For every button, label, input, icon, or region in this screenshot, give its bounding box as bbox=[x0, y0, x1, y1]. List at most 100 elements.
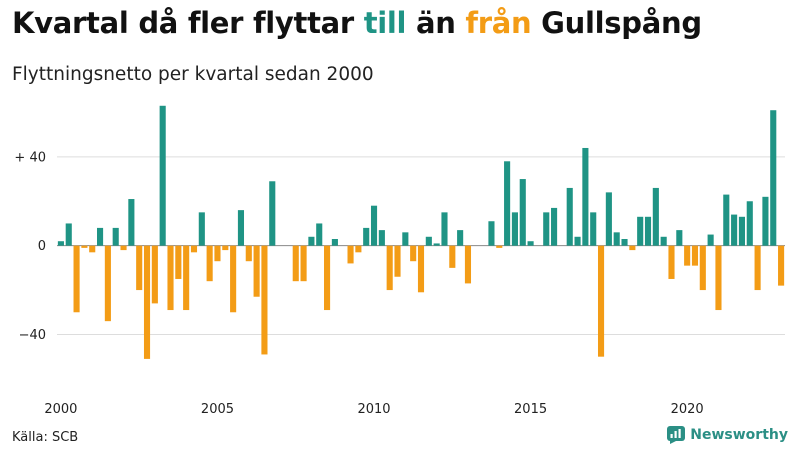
bar bbox=[417, 245, 425, 293]
title-prefix: Kvartal då fler flyttar bbox=[12, 6, 364, 40]
bar bbox=[355, 245, 362, 253]
bar bbox=[457, 230, 464, 246]
bar bbox=[104, 245, 111, 322]
title-middle: än bbox=[406, 6, 466, 40]
bar bbox=[425, 236, 432, 246]
bar bbox=[644, 216, 652, 246]
bar bbox=[464, 245, 472, 284]
bar bbox=[308, 236, 315, 246]
bar bbox=[597, 245, 605, 357]
bar bbox=[566, 187, 573, 246]
bars bbox=[57, 105, 785, 359]
bar bbox=[668, 245, 675, 279]
bar bbox=[699, 245, 706, 291]
x-tick-label: 2020 bbox=[671, 402, 704, 417]
bar bbox=[222, 245, 229, 251]
bar bbox=[253, 245, 260, 297]
bar bbox=[394, 245, 401, 277]
y-tick-label: 0 bbox=[38, 239, 46, 254]
bar bbox=[378, 230, 385, 246]
brand-logo: Newsworthy bbox=[667, 426, 788, 444]
bar bbox=[175, 245, 182, 279]
bar bbox=[206, 245, 213, 282]
bar bbox=[778, 245, 785, 286]
bar bbox=[112, 227, 119, 246]
y-axis-ticks: + 40 0 −40 bbox=[14, 150, 46, 343]
brand-name: Newsworthy bbox=[690, 427, 788, 443]
y-tick-label: + 40 bbox=[14, 150, 46, 165]
bar bbox=[245, 245, 252, 262]
chart-title: Kvartal då fler flyttar till än från Gul… bbox=[12, 6, 702, 40]
bar bbox=[707, 234, 714, 246]
bar bbox=[574, 236, 581, 246]
title-suffix: Gullspång bbox=[531, 6, 702, 40]
bar bbox=[363, 227, 370, 246]
bar bbox=[551, 207, 558, 246]
x-tick-label: 2005 bbox=[201, 402, 234, 417]
bar bbox=[402, 232, 409, 246]
bar bbox=[691, 245, 699, 266]
newsworthy-logo-icon bbox=[667, 426, 686, 444]
bar bbox=[198, 212, 205, 246]
bar bbox=[81, 245, 88, 248]
bar bbox=[746, 201, 753, 246]
bar bbox=[715, 245, 722, 311]
bar bbox=[97, 227, 104, 246]
bar bbox=[738, 216, 745, 246]
bar bbox=[159, 105, 166, 246]
source-label: Källa: SCB bbox=[12, 430, 79, 445]
bar bbox=[167, 245, 174, 311]
title-word-in: till bbox=[363, 6, 407, 40]
bar bbox=[770, 110, 777, 246]
bar bbox=[386, 245, 393, 291]
x-axis-ticks: 2000 2005 2010 2015 2020 bbox=[44, 402, 703, 417]
bar bbox=[511, 212, 518, 246]
bar bbox=[331, 239, 338, 246]
bar bbox=[151, 245, 158, 304]
bar bbox=[324, 245, 331, 311]
bar bbox=[605, 192, 612, 246]
bar bbox=[120, 245, 127, 251]
bar bbox=[754, 245, 761, 291]
bar bbox=[300, 245, 307, 282]
bar bbox=[441, 212, 448, 246]
bar bbox=[723, 194, 730, 246]
bar bbox=[269, 181, 276, 246]
bar bbox=[65, 223, 72, 246]
bar bbox=[237, 210, 245, 246]
bar bbox=[128, 199, 135, 246]
bar bbox=[762, 196, 769, 246]
bar bbox=[676, 230, 683, 246]
bar bbox=[582, 147, 589, 246]
title-word-out: från bbox=[465, 6, 532, 40]
bar bbox=[527, 241, 534, 246]
bar bbox=[73, 245, 80, 313]
bar bbox=[433, 243, 440, 246]
bar bbox=[410, 245, 417, 262]
chart-subtitle: Flyttningsnetto per kvartal sedan 2000 bbox=[12, 64, 374, 85]
bar bbox=[316, 223, 323, 246]
bar bbox=[731, 214, 738, 246]
bar bbox=[660, 236, 667, 246]
bar bbox=[488, 221, 495, 246]
bar bbox=[543, 212, 550, 246]
bar bbox=[57, 241, 64, 246]
bar bbox=[347, 245, 354, 264]
bar bbox=[629, 245, 636, 251]
bar bbox=[261, 245, 268, 355]
bar bbox=[136, 245, 143, 291]
bar bbox=[652, 187, 659, 246]
bar bbox=[504, 161, 511, 246]
bar bbox=[183, 245, 190, 311]
y-tick-label: −40 bbox=[19, 328, 46, 343]
bar bbox=[449, 245, 456, 268]
x-tick-label: 2010 bbox=[357, 402, 390, 417]
bar bbox=[590, 212, 597, 246]
bar bbox=[230, 245, 237, 313]
bar bbox=[684, 245, 691, 266]
bar bbox=[519, 179, 526, 246]
bar bbox=[496, 245, 503, 248]
bar bbox=[89, 245, 96, 253]
bar bbox=[621, 239, 628, 246]
